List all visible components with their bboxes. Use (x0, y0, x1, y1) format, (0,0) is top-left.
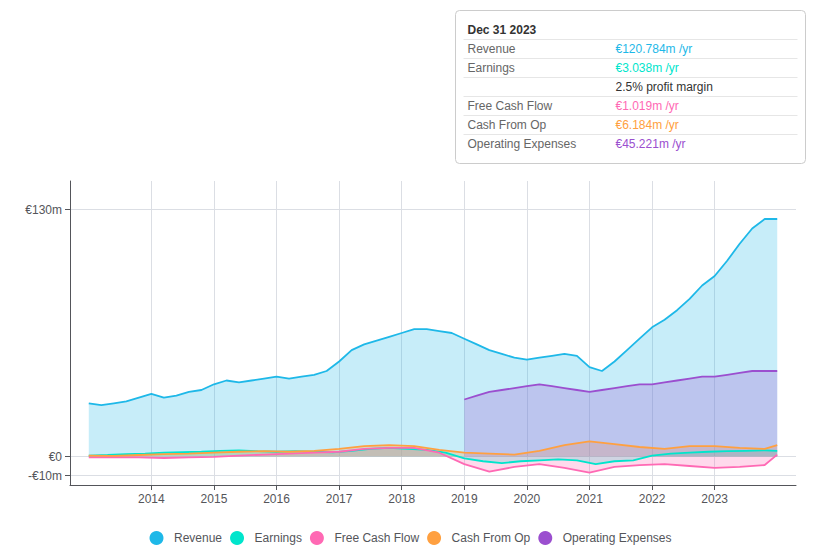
svg-text:€120.784m /yr: €120.784m /yr (616, 42, 693, 56)
svg-text:Free Cash Flow: Free Cash Flow (468, 99, 553, 113)
svg-text:€130m: €130m (25, 203, 62, 217)
svg-text:2021: 2021 (576, 492, 603, 506)
svg-text:Dec 31 2023: Dec 31 2023 (468, 23, 537, 37)
svg-text:2017: 2017 (326, 492, 353, 506)
svg-text:Cash From Op: Cash From Op (452, 531, 531, 545)
svg-text:€6.184m /yr: €6.184m /yr (616, 118, 679, 132)
svg-text:€1.019m /yr: €1.019m /yr (616, 99, 679, 113)
svg-text:2023: 2023 (701, 492, 728, 506)
svg-text:2014: 2014 (138, 492, 165, 506)
svg-text:€3.038m /yr: €3.038m /yr (616, 61, 679, 75)
svg-text:2016: 2016 (263, 492, 290, 506)
svg-text:Operating Expenses: Operating Expenses (468, 137, 577, 151)
svg-text:2020: 2020 (514, 492, 541, 506)
svg-text:Operating Expenses: Operating Expenses (563, 531, 672, 545)
svg-text:Revenue: Revenue (468, 42, 516, 56)
svg-text:€0: €0 (49, 450, 63, 464)
svg-text:Free Cash Flow: Free Cash Flow (334, 531, 419, 545)
svg-text:2018: 2018 (388, 492, 415, 506)
svg-text:€45.221m /yr: €45.221m /yr (616, 137, 686, 151)
svg-text:Revenue: Revenue (174, 531, 222, 545)
svg-text:-€10m: -€10m (28, 469, 62, 483)
svg-text:Cash From Op: Cash From Op (468, 118, 547, 132)
svg-text:2022: 2022 (639, 492, 666, 506)
svg-text:2019: 2019 (451, 492, 478, 506)
svg-text:Earnings: Earnings (468, 61, 515, 75)
svg-text:Earnings: Earnings (255, 531, 302, 545)
svg-text:2.5% profit margin: 2.5% profit margin (616, 80, 713, 94)
svg-text:2015: 2015 (201, 492, 228, 506)
